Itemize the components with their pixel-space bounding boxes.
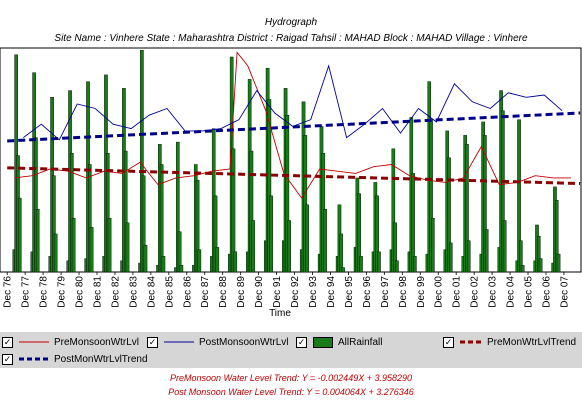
x-tick-label: Dec 98 [398,276,409,308]
rainfall-bar [71,218,76,273]
x-tick-label: Dec 96 [362,276,373,308]
chart-title: Hydrograph [264,17,318,28]
checkbox-icon[interactable]: ✓ [2,336,13,348]
x-tick-label: Dec 81 [93,276,104,308]
x-tick-label: Dec 82 [110,276,121,308]
rainfall-bar [89,226,94,273]
rainfall-bar [159,164,164,273]
legend-label-posttrend: PostMonWtrLvlTrend [54,353,148,365]
legend-label-rain: AllRainfall [338,336,383,348]
checkbox-icon[interactable]: ✓ [147,336,158,348]
legend-swatch-rain [313,336,333,348]
rainfall-bar [413,256,417,273]
pre-trend-equation: PreMonsoon Water Level Trend: Y = -0.002… [170,373,412,383]
x-tick-label: Dec 07 [559,276,570,308]
x-tick-label: Dec 94 [326,276,337,308]
legend-swatch-pretrend [460,340,482,344]
checkbox-icon[interactable]: ✓ [443,336,454,348]
checkbox-icon[interactable]: ✓ [296,336,307,348]
legend-label-pre: PreMonsoonWtrLvl [54,336,140,348]
x-tick-label: Dec 84 [146,276,157,308]
x-tick-label: Dec 87 [200,276,211,308]
legend-swatch-post [164,341,194,343]
x-axis-label: Time [269,308,291,319]
x-tick-label: Dec 91 [272,276,283,308]
x-tick-label: Dec 06 [542,276,553,308]
rainfall-bar [197,249,202,273]
rainfall-bar [520,265,525,273]
x-tick-label: Dec 78 [39,276,50,308]
rainfall-bar [305,204,309,273]
x-tick-label: Dec 83 [128,276,139,308]
rainfall-bar [179,265,184,273]
x-tick-label: Dec 04 [506,276,517,308]
legend-item-post[interactable]: ✓ PostMonsoonWtrLvl [147,334,288,350]
rainfall-bar [35,209,40,273]
rainfall-bar [556,253,561,273]
postmonsoon-line-group [23,64,563,141]
legend-swatch-pre [19,341,49,343]
x-tick-label: Dec 79 [57,276,68,308]
x-tick-label: Dec 03 [488,276,499,308]
x-tick-label: Dec 86 [182,276,193,308]
rainfall-bar [448,242,453,273]
x-tick-label: Dec 76 [3,276,14,308]
x-tick-label: Dec 05 [524,276,535,308]
x-tick-label: Dec 80 [75,276,86,308]
rainfall-bar [143,244,148,273]
rainfall-bar [323,209,327,273]
rainfall-bar [17,197,22,273]
rainfall-bars [12,50,561,273]
x-tick-label: Dec 97 [380,276,391,308]
x-tick-label: Dec 01 [452,276,463,308]
rainfall-bar [287,220,291,273]
x-tick-label: Dec 90 [254,276,265,308]
x-tick-label: Dec 92 [290,276,301,308]
chart-subtitle: Site Name : Vinhere State : Maharashtra … [54,33,528,44]
rainfall-bar [339,233,344,273]
x-tick-label: Dec 85 [164,276,175,308]
legend-label-pretrend: PreMonWtrLvlTrend [487,336,577,348]
rainfall-bar [269,195,273,273]
x-tick-label: Dec 88 [218,276,229,308]
rainfall-bar [466,240,471,273]
legend-item-posttrend[interactable]: ✓ PostMonWtrLvlTrend [2,351,148,367]
rainfall-bar [431,218,435,273]
rainfall-bar [359,256,363,273]
x-tick-label: Dec 00 [434,276,445,308]
premonsoon-trend-line [7,166,581,186]
rainfall-bar [215,247,220,273]
postmonsoon-line [23,64,563,141]
rainfall-bar [125,222,130,273]
rainfall-bar [161,256,166,273]
rainfall-bar [53,233,58,273]
legend-label-post: PostMonsoonWtrLvl [199,336,289,348]
x-tick-label: Dec 95 [344,276,355,308]
postmonsoon-trend-line [7,111,581,143]
post-trend-equation: Post Monsoon Water Level Trend: Y = 0.00… [168,387,414,397]
rainfall-bar [341,267,345,273]
chart-plot: Dec 76 Dec 77 Dec 78 Dec 79 Dec 80 Dec 81 Dec … [0,47,582,319]
legend-swatch-posttrend [19,357,49,361]
rainfall-bar [484,229,489,273]
rainfall-bar [538,258,543,273]
x-axis: Dec 76 Dec 77 Dec 78 Dec 79 Dec 80 Dec 81 Dec … [3,272,570,308]
x-tick-label: Dec 99 [416,276,427,308]
rainfall-bar [107,218,112,273]
rainfall-bar [502,220,507,273]
legend-item-rain[interactable]: ✓ AllRainfall [296,334,382,350]
x-tick-label: Dec 77 [21,276,32,308]
rainfall-bar [377,251,381,273]
rainfall-bar [233,251,238,273]
x-tick-label: Dec 02 [470,276,481,308]
rainfall-bar [395,260,399,273]
rainfall-bar [251,220,256,273]
chart-legend: ✓ PreMonsoonWtrLvl ✓ PostMonsoonWtrLvl ✓… [0,332,582,368]
trend-lines [7,111,581,186]
legend-item-pre[interactable]: ✓ PreMonsoonWtrLvl [2,334,139,350]
checkbox-icon[interactable]: ✓ [2,353,13,365]
x-tick-label: Dec 89 [236,276,247,308]
x-tick-label: Dec 93 [308,276,319,308]
legend-item-pretrend[interactable]: ✓ PreMonWtrLvlTrend [443,334,576,350]
